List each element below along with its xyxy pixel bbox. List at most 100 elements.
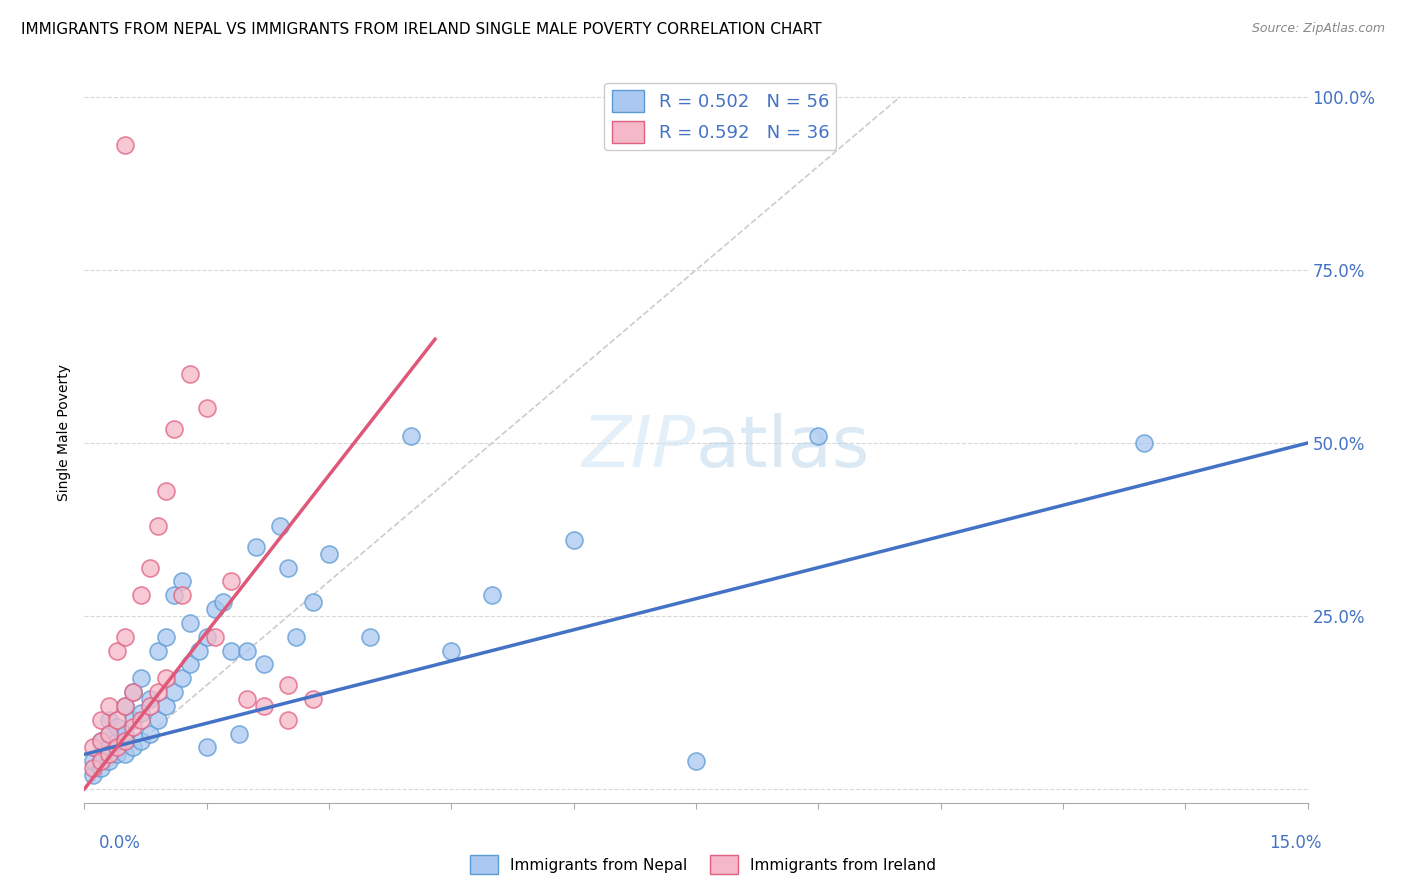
Point — [228, 726, 250, 740]
Point — [172, 671, 194, 685]
Point — [245, 540, 267, 554]
Point — [155, 630, 177, 644]
Point — [90, 733, 112, 747]
Point — [179, 615, 201, 630]
Point — [138, 698, 160, 713]
Point — [122, 685, 145, 699]
Point — [146, 519, 169, 533]
Point — [269, 519, 291, 533]
Point — [131, 713, 153, 727]
Point — [90, 761, 112, 775]
Point — [146, 685, 169, 699]
Point — [236, 692, 259, 706]
Point — [82, 761, 104, 775]
Point — [399, 429, 422, 443]
Point — [105, 747, 128, 762]
Point — [114, 747, 136, 762]
Point — [114, 138, 136, 153]
Point — [138, 560, 160, 574]
Point — [481, 588, 503, 602]
Legend: R = 0.502   N = 56, R = 0.592   N = 36: R = 0.502 N = 56, R = 0.592 N = 36 — [605, 83, 837, 150]
Point — [138, 692, 160, 706]
Point — [179, 657, 201, 672]
Point — [163, 422, 186, 436]
Point — [122, 720, 145, 734]
Point — [277, 678, 299, 692]
Point — [105, 720, 128, 734]
Text: ZIP: ZIP — [582, 413, 696, 482]
Point — [82, 740, 104, 755]
Point — [146, 643, 169, 657]
Point — [172, 574, 194, 589]
Point — [105, 740, 128, 755]
Point — [90, 733, 112, 747]
Point — [285, 630, 308, 644]
Point — [105, 643, 128, 657]
Text: atlas: atlas — [696, 413, 870, 482]
Point — [359, 630, 381, 644]
Point — [105, 713, 128, 727]
Point — [122, 685, 145, 699]
Point — [204, 602, 226, 616]
Point — [1133, 436, 1156, 450]
Point — [318, 547, 340, 561]
Point — [172, 588, 194, 602]
Point — [155, 484, 177, 499]
Point — [195, 630, 218, 644]
Point — [212, 595, 235, 609]
Point — [187, 643, 209, 657]
Point — [90, 747, 112, 762]
Point — [122, 740, 145, 755]
Point — [155, 698, 177, 713]
Point — [97, 726, 120, 740]
Point — [97, 698, 120, 713]
Point — [105, 733, 128, 747]
Point — [90, 754, 112, 768]
Point — [114, 698, 136, 713]
Point — [219, 643, 242, 657]
Point — [90, 713, 112, 727]
Point — [807, 429, 830, 443]
Legend: Immigrants from Nepal, Immigrants from Ireland: Immigrants from Nepal, Immigrants from I… — [464, 849, 942, 880]
Text: Source: ZipAtlas.com: Source: ZipAtlas.com — [1251, 22, 1385, 36]
Point — [277, 560, 299, 574]
Point — [562, 533, 585, 547]
Point — [204, 630, 226, 644]
Point — [301, 692, 323, 706]
Point — [131, 671, 153, 685]
Point — [97, 713, 120, 727]
Point — [253, 657, 276, 672]
Point — [301, 595, 323, 609]
Point — [114, 698, 136, 713]
Point — [114, 630, 136, 644]
Point — [155, 671, 177, 685]
Point — [163, 685, 186, 699]
Point — [114, 733, 136, 747]
Point — [253, 698, 276, 713]
Point — [122, 713, 145, 727]
Point — [82, 768, 104, 782]
Text: 0.0%: 0.0% — [98, 834, 141, 852]
Point — [131, 588, 153, 602]
Point — [236, 643, 259, 657]
Point — [131, 706, 153, 720]
Point — [146, 713, 169, 727]
Point — [131, 733, 153, 747]
Text: IMMIGRANTS FROM NEPAL VS IMMIGRANTS FROM IRELAND SINGLE MALE POVERTY CORRELATION: IMMIGRANTS FROM NEPAL VS IMMIGRANTS FROM… — [21, 22, 821, 37]
Point — [440, 643, 463, 657]
Point — [219, 574, 242, 589]
Point — [114, 726, 136, 740]
Point — [277, 713, 299, 727]
Y-axis label: Single Male Poverty: Single Male Poverty — [58, 364, 72, 501]
Point — [685, 754, 707, 768]
Text: 15.0%: 15.0% — [1270, 834, 1322, 852]
Point — [97, 747, 120, 762]
Point — [97, 754, 120, 768]
Point — [97, 726, 120, 740]
Point — [97, 740, 120, 755]
Point — [179, 367, 201, 381]
Point — [82, 754, 104, 768]
Point — [138, 726, 160, 740]
Point — [195, 401, 218, 416]
Point — [195, 740, 218, 755]
